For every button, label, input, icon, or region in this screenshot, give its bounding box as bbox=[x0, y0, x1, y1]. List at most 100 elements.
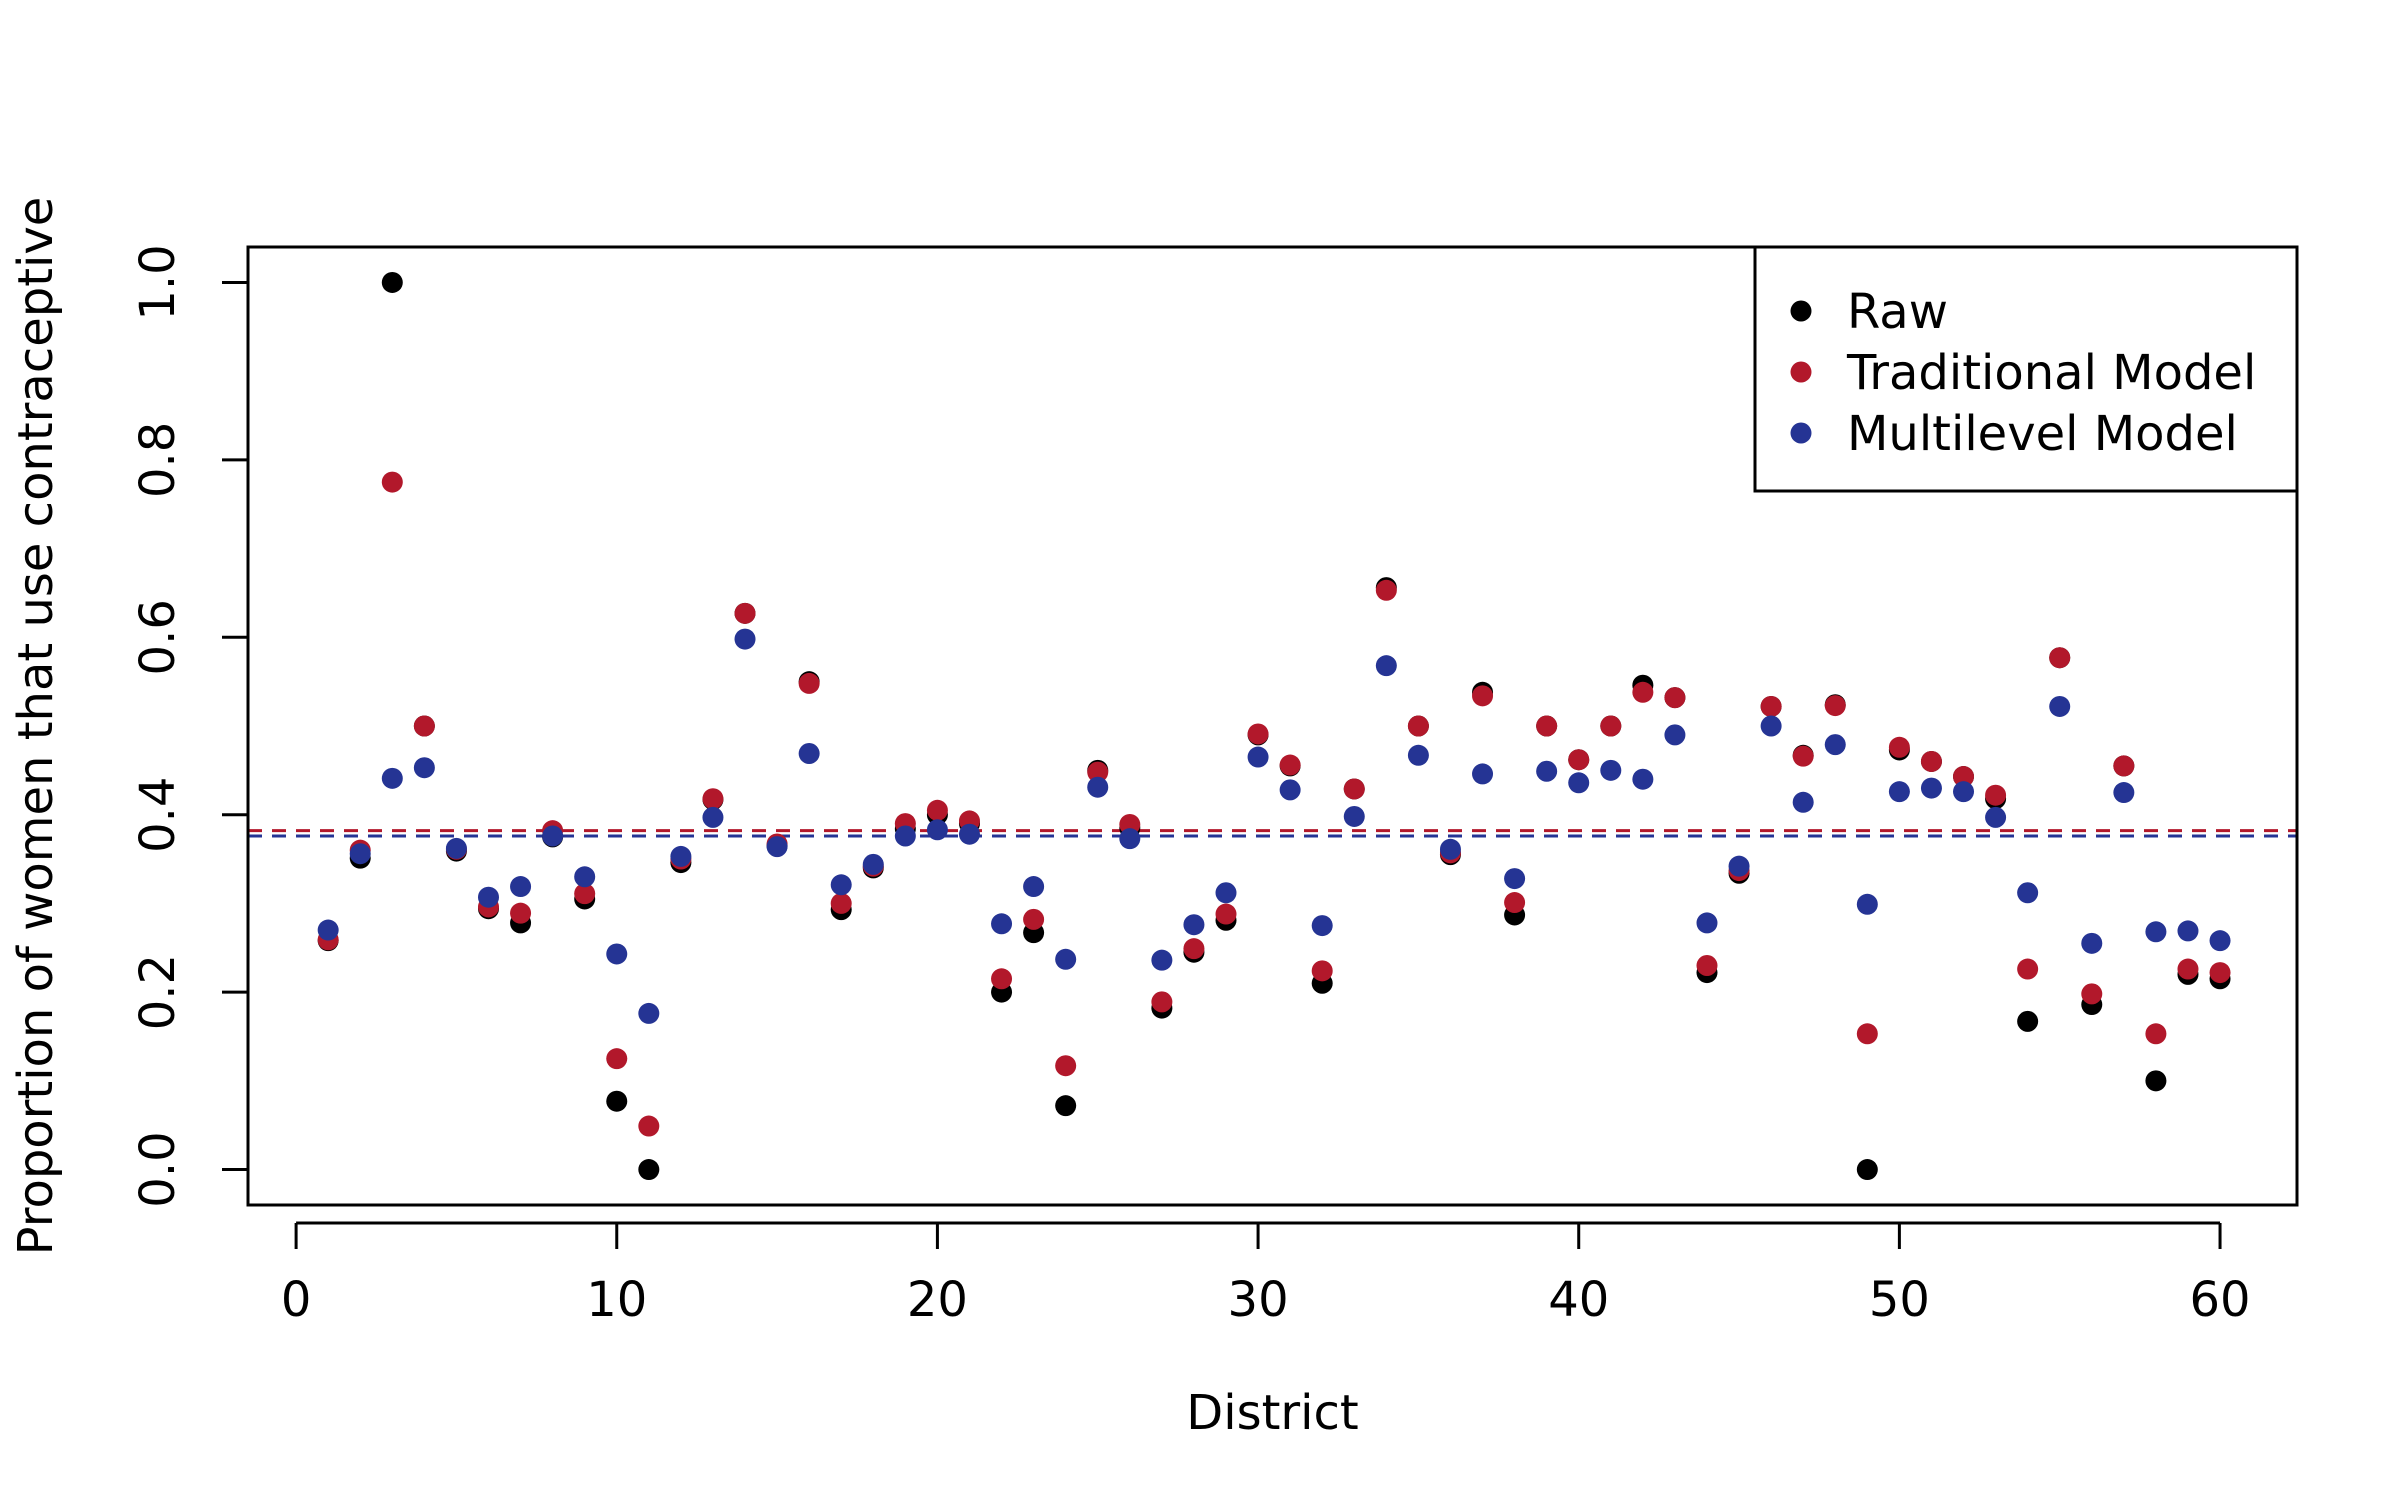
traditional-model-point bbox=[1407, 715, 1429, 737]
traditional-model-point bbox=[1343, 778, 1365, 800]
traditional-model-point bbox=[1920, 750, 1942, 772]
traditional-model-point bbox=[1600, 715, 1622, 737]
traditional-model-point bbox=[1311, 960, 1333, 982]
multilevel-model-point bbox=[1472, 763, 1494, 785]
traditional-model-point bbox=[1472, 685, 1494, 707]
multilevel-model-point bbox=[381, 767, 403, 789]
multilevel-model-point bbox=[413, 757, 435, 779]
traditional-model-point bbox=[1953, 766, 1975, 788]
x-tick-label: 0 bbox=[281, 1272, 312, 1328]
multilevel-model-point bbox=[2177, 920, 2199, 942]
multilevel-model-point bbox=[1728, 855, 1750, 877]
multilevel-model-point bbox=[798, 742, 820, 764]
traditional-model-point bbox=[1247, 723, 1269, 745]
multilevel-model-point bbox=[1375, 655, 1397, 677]
x-tick-label: 30 bbox=[1228, 1272, 1289, 1328]
raw-point bbox=[606, 1090, 628, 1112]
traditional-model-point bbox=[1632, 681, 1654, 703]
traditional-model-point bbox=[1568, 749, 1590, 771]
traditional-model-point bbox=[1279, 754, 1301, 776]
traditional-model-point bbox=[1792, 745, 1814, 767]
multilevel-model-point bbox=[1568, 772, 1590, 794]
multilevel-model-point bbox=[1183, 914, 1205, 936]
traditional-model-point bbox=[1183, 938, 1205, 960]
traditional-model-point bbox=[991, 968, 1013, 990]
multilevel-model-point bbox=[862, 853, 884, 875]
traditional-model-point bbox=[2049, 647, 2071, 669]
multilevel-model-point bbox=[1696, 912, 1718, 934]
multilevel-model-point bbox=[1760, 715, 1782, 737]
multilevel-model-point bbox=[2209, 930, 2231, 952]
y-axis: 0.0 0.2 0.4 0.6 0.8 1.0 bbox=[130, 244, 250, 1208]
traditional-model-point bbox=[2177, 958, 2199, 980]
multilevel-model-point bbox=[1087, 776, 1109, 798]
multilevel-model-point bbox=[702, 806, 724, 828]
traditional-model-point bbox=[1023, 908, 1045, 930]
multilevel-model-point bbox=[2049, 695, 2071, 717]
traditional-model-point bbox=[2209, 962, 2231, 984]
traditional-model-point bbox=[2113, 755, 2135, 777]
raw-point bbox=[2145, 1070, 2167, 1092]
traditional-model-point bbox=[1664, 687, 1686, 709]
multilevel-model-point bbox=[1215, 882, 1237, 904]
legend-item-traditional-model: Traditional Model bbox=[1846, 345, 2256, 401]
traditional-model-point bbox=[734, 602, 756, 624]
multilevel-model-point bbox=[894, 825, 916, 847]
traditional-model-point bbox=[574, 883, 596, 905]
legend-marker bbox=[1790, 422, 1812, 444]
multilevel-model-point bbox=[1920, 777, 1942, 799]
traditional-model-point bbox=[926, 799, 948, 821]
multilevel-model-point bbox=[1856, 893, 1878, 915]
raw-point bbox=[381, 271, 403, 293]
traditional-model-point bbox=[2081, 983, 2103, 1005]
multilevel-model-point bbox=[1407, 744, 1429, 766]
traditional-model-point bbox=[702, 788, 724, 810]
traditional-model-point bbox=[413, 715, 435, 737]
raw-point bbox=[1055, 1095, 1077, 1117]
multilevel-model-point bbox=[1279, 779, 1301, 801]
multilevel-model-point bbox=[1119, 828, 1141, 850]
multilevel-model-point bbox=[734, 628, 756, 650]
multilevel-model-point bbox=[1664, 724, 1686, 746]
multilevel-model-point bbox=[2017, 882, 2039, 904]
y-tick-label: 0.0 bbox=[130, 1131, 186, 1207]
traditional-model-point bbox=[1760, 695, 1782, 717]
multilevel-model-point bbox=[1247, 746, 1269, 768]
traditional-model-point bbox=[1696, 955, 1718, 976]
multilevel-model-point bbox=[766, 836, 788, 858]
multilevel-model-point bbox=[1824, 734, 1846, 756]
traditional-model-point bbox=[798, 672, 820, 694]
multilevel-model-point bbox=[445, 837, 467, 859]
multilevel-model-point bbox=[1536, 760, 1558, 782]
multilevel-model-point bbox=[1600, 759, 1622, 781]
x-tick-label: 60 bbox=[2190, 1272, 2251, 1328]
multilevel-model-point bbox=[317, 919, 339, 941]
x-tick-label: 40 bbox=[1548, 1272, 1609, 1328]
traditional-model-point bbox=[606, 1048, 628, 1070]
raw-point bbox=[1856, 1159, 1878, 1181]
legend-marker bbox=[1790, 361, 1812, 383]
raw-point bbox=[638, 1159, 660, 1181]
multilevel-model-point bbox=[2145, 921, 2167, 943]
traditional-model-point bbox=[1536, 715, 1558, 737]
y-tick-label: 1.0 bbox=[130, 244, 186, 320]
traditional-model-point bbox=[1824, 695, 1846, 717]
traditional-model-point bbox=[1856, 1023, 1878, 1045]
y-tick-label: 0.2 bbox=[130, 954, 186, 1030]
traditional-model-point bbox=[1888, 736, 1910, 758]
legend-marker bbox=[1790, 300, 1812, 322]
multilevel-model-point bbox=[1888, 781, 1910, 803]
y-tick-label: 0.4 bbox=[130, 777, 186, 853]
x-axis-label: District bbox=[1186, 1385, 1358, 1441]
multilevel-model-point bbox=[926, 819, 948, 841]
multilevel-model-point bbox=[349, 843, 371, 865]
multilevel-model-point bbox=[830, 874, 852, 896]
multilevel-model-point bbox=[542, 825, 564, 847]
traditional-model-point bbox=[638, 1115, 660, 1137]
traditional-model-point bbox=[1375, 579, 1397, 601]
multilevel-model-point bbox=[1151, 949, 1173, 971]
traditional-model-point bbox=[381, 471, 403, 493]
reference-lines bbox=[248, 829, 2297, 838]
traditional-model-point bbox=[1504, 892, 1526, 914]
